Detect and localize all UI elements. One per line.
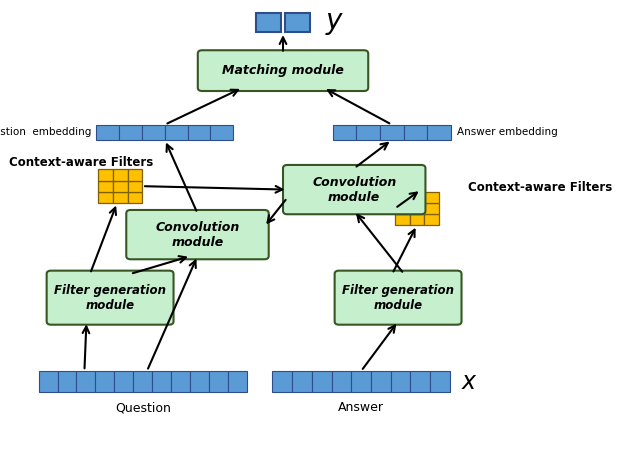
Text: $\mathbf{\mathit{x}}$: $\mathbf{\mathit{x}}$ [461, 370, 478, 394]
Bar [272, 371, 292, 392]
Bar [356, 125, 380, 140]
Text: Context-aware Filters: Context-aware Filters [9, 155, 154, 169]
Bar [391, 371, 411, 392]
Text: Filter generation
module: Filter generation module [342, 283, 454, 312]
Bar [430, 371, 450, 392]
Bar [427, 125, 451, 140]
Bar [256, 13, 281, 32]
Bar [409, 214, 424, 225]
Bar [190, 371, 209, 392]
Bar [95, 371, 114, 392]
Bar [128, 181, 142, 191]
Text: Filter generation
module: Filter generation module [54, 283, 166, 312]
Bar [98, 170, 113, 181]
Bar [128, 191, 142, 203]
Text: $\mathbf{\mathit{y}}$: $\mathbf{\mathit{y}}$ [325, 9, 345, 37]
Bar [380, 125, 404, 140]
Bar [424, 191, 439, 203]
Bar [351, 371, 371, 392]
FancyBboxPatch shape [126, 210, 269, 259]
Text: Question: Question [115, 401, 170, 414]
Text: Matching module: Matching module [222, 64, 344, 77]
Text: Answer: Answer [338, 401, 384, 414]
Bar [371, 371, 391, 392]
Bar [409, 191, 424, 203]
Bar [409, 203, 424, 214]
FancyBboxPatch shape [283, 165, 425, 214]
Bar [113, 170, 128, 181]
Bar [395, 214, 409, 225]
Bar [77, 371, 95, 392]
FancyBboxPatch shape [198, 50, 368, 91]
Bar [39, 371, 57, 392]
Text: Answer embedding: Answer embedding [457, 127, 558, 137]
Bar [411, 371, 430, 392]
Bar [424, 214, 439, 225]
Text: Convolution
module: Convolution module [156, 220, 239, 249]
Bar [165, 125, 188, 140]
Bar [96, 125, 119, 140]
Bar [292, 371, 312, 392]
Bar [333, 125, 356, 140]
Bar [57, 371, 77, 392]
Bar [188, 125, 210, 140]
Bar [228, 371, 247, 392]
Bar [133, 371, 152, 392]
Bar [142, 125, 165, 140]
Bar [113, 191, 128, 203]
Bar [395, 191, 409, 203]
Bar [332, 371, 351, 392]
Bar [98, 191, 113, 203]
Bar [113, 181, 128, 191]
Bar [152, 371, 171, 392]
Bar [404, 125, 427, 140]
Bar [114, 371, 133, 392]
Bar [285, 13, 310, 32]
FancyBboxPatch shape [335, 271, 462, 325]
Bar [395, 203, 409, 214]
Bar [171, 371, 190, 392]
Bar [210, 125, 233, 140]
Bar [119, 125, 142, 140]
Text: Context-aware Filters: Context-aware Filters [468, 181, 612, 194]
Text: Question  embedding: Question embedding [0, 127, 91, 137]
Bar [209, 371, 228, 392]
Bar [98, 181, 113, 191]
FancyBboxPatch shape [47, 271, 174, 325]
Bar [424, 203, 439, 214]
Bar [312, 371, 332, 392]
Text: Convolution
module: Convolution module [312, 175, 396, 204]
Bar [128, 170, 142, 181]
